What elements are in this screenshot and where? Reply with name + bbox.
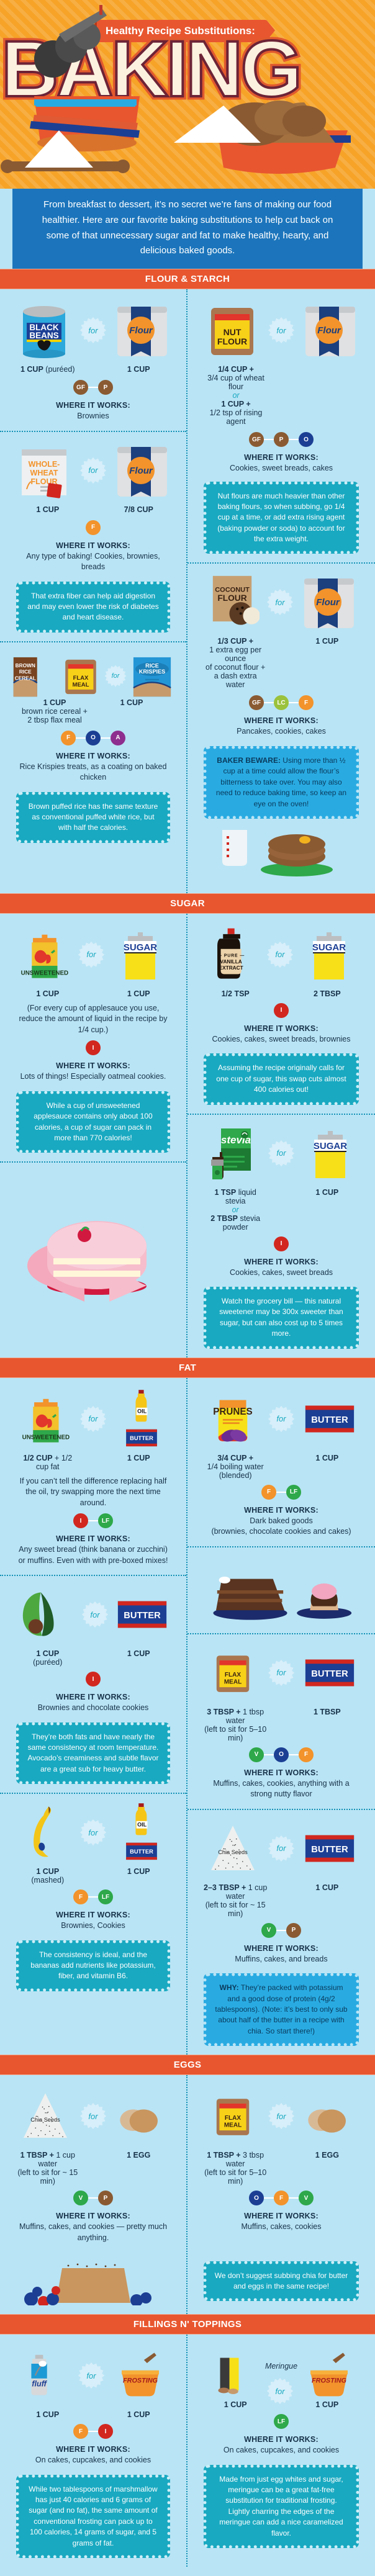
svg-text:Chia Seeds: Chia Seeds <box>218 1849 248 1855</box>
svg-text:fluff: fluff <box>32 2380 47 2389</box>
svg-text:Chia Seeds: Chia Seeds <box>30 2117 60 2123</box>
svg-text:FLOUR: FLOUR <box>217 336 247 346</box>
svg-text:RICE: RICE <box>19 669 32 675</box>
svg-text:BEANS: BEANS <box>29 331 58 340</box>
svg-text:MEAL: MEAL <box>73 681 89 688</box>
svg-text:BUTTER: BUTTER <box>311 1415 348 1425</box>
svg-text:BROWN: BROWN <box>16 662 35 668</box>
svg-text:FLAX: FLAX <box>225 1672 241 1678</box>
svg-text:COCONUT: COCONUT <box>215 587 250 594</box>
svg-text:MEAL: MEAL <box>224 1678 242 1685</box>
svg-text:OIL: OIL <box>137 1408 147 1414</box>
svg-text:VANILLA: VANILLA <box>220 959 242 965</box>
svg-text:FLAX: FLAX <box>73 675 89 682</box>
svg-text:― PURE ―: ― PURE ― <box>217 954 245 958</box>
svg-text:BUTTER: BUTTER <box>311 1669 348 1679</box>
svg-text:UNSWEETENED: UNSWEETENED <box>21 970 69 976</box>
svg-text:EXTRACT: EXTRACT <box>219 965 243 971</box>
svg-text:PRUNES: PRUNES <box>213 1406 252 1416</box>
svg-text:KRISPIES: KRISPIES <box>139 669 165 675</box>
svg-text:FLOUR: FLOUR <box>217 594 246 603</box>
svg-text:WHOLE-: WHOLE- <box>29 460 60 469</box>
svg-text:BUTTER: BUTTER <box>124 1611 161 1621</box>
svg-text:FLAX: FLAX <box>225 2115 241 2122</box>
svg-text:Flour: Flour <box>316 597 340 608</box>
svg-text:SUGAR: SUGAR <box>312 942 346 953</box>
svg-text:RICE: RICE <box>145 662 159 669</box>
svg-text:FROSTING: FROSTING <box>123 2377 158 2385</box>
svg-text:BUTTER: BUTTER <box>130 1849 153 1855</box>
svg-text:SUGAR: SUGAR <box>314 1141 347 1151</box>
svg-text:UNSWEETENED: UNSWEETENED <box>22 1434 70 1441</box>
svg-text:Flour: Flour <box>317 325 341 336</box>
svg-text:MEAL: MEAL <box>224 2122 242 2129</box>
svg-text:NUT: NUT <box>224 327 242 337</box>
svg-text:SUGAR: SUGAR <box>124 942 157 953</box>
svg-text:Flour: Flour <box>129 325 153 336</box>
svg-text:CEREAL: CEREAL <box>15 675 36 681</box>
svg-text:WHEAT: WHEAT <box>30 469 58 477</box>
svg-text:BUTTER: BUTTER <box>311 1845 348 1855</box>
svg-text:Flour: Flour <box>129 466 153 476</box>
svg-text:FROSTING: FROSTING <box>312 2377 347 2385</box>
svg-text:OIL: OIL <box>137 1822 147 1828</box>
svg-text:BUTTER: BUTTER <box>130 1435 153 1441</box>
